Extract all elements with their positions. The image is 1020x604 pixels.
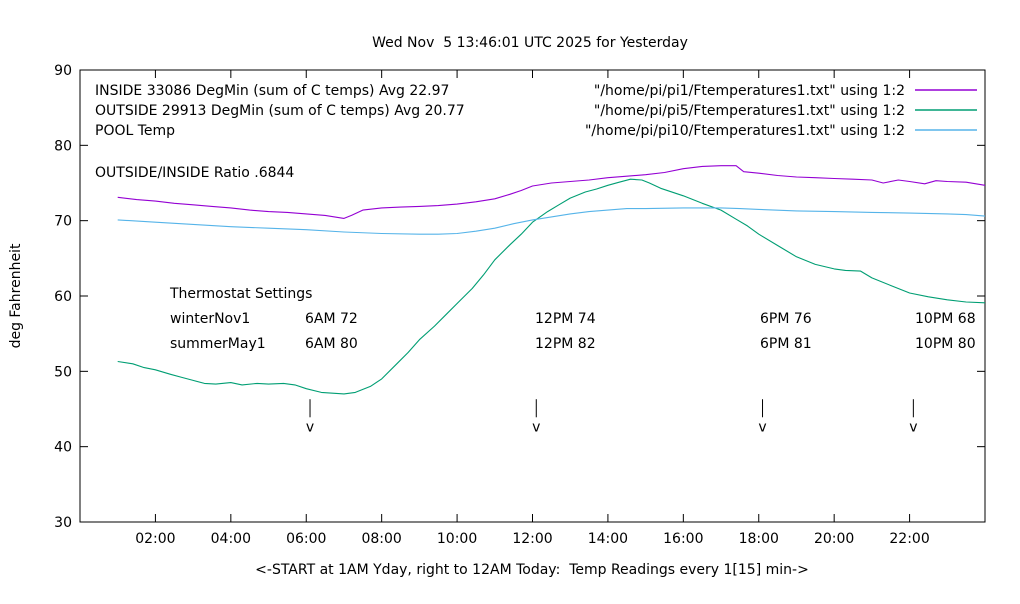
- thermostat-winter-name: winterNov1: [170, 311, 250, 327]
- data-series: [117, 165, 986, 395]
- arrow-head-glyph: v: [909, 420, 917, 436]
- thermostat-heading: Thermostat Settings: [169, 286, 312, 302]
- x-tick-label: 18:00: [739, 531, 779, 547]
- series-line-pool: [117, 207, 986, 235]
- series-line-inside: [117, 165, 986, 219]
- x-tick-label: 04:00: [211, 531, 251, 547]
- y-tick-label: 40: [54, 440, 72, 456]
- thermostat-winter-6pm: 6PM 76: [760, 311, 812, 327]
- thermostat-winter-6am: 6AM 72: [305, 311, 358, 327]
- series-line-outside: [117, 178, 986, 395]
- y-tick-label: 30: [54, 515, 72, 531]
- y-tick-label: 70: [54, 214, 72, 230]
- x-tick-label: 16:00: [663, 531, 703, 547]
- thermostat-summer-10pm: 10PM 80: [915, 336, 976, 352]
- legend: INSIDE 33086 DegMin (sum of C temps) Avg…: [95, 83, 977, 139]
- x-tick-label: 10:00: [437, 531, 477, 547]
- x-tick-label: 02:00: [135, 531, 175, 547]
- axis-ticks: 02:00 04:00 06:00 08:00 10:00 12:00 14:00 16:00…: [54, 63, 985, 547]
- legend-file-inside: "/home/pi/pi1/Ftemperatures1.txt" using …: [594, 83, 905, 99]
- x-tick-label: 20:00: [814, 531, 854, 547]
- legend-file-outside: "/home/pi/pi5/Ftemperatures1.txt" using …: [594, 103, 905, 119]
- y-tick-label: 80: [54, 138, 72, 154]
- thermostat-summer-6am: 6AM 80: [305, 336, 358, 352]
- y-tick-label: 90: [54, 63, 72, 79]
- arrow-head-glyph: v: [532, 420, 540, 436]
- thermostat-settings: Thermostat Settings winterNov1 6AM 72 12…: [169, 286, 976, 352]
- legend-label-inside: INSIDE 33086 DegMin (sum of C temps) Avg…: [95, 83, 449, 99]
- ratio-annotation: OUTSIDE/INSIDE Ratio .6844: [95, 165, 294, 181]
- thermostat-summer-12pm: 12PM 82: [535, 336, 596, 352]
- thermostat-winter-12pm: 12PM 74: [535, 311, 596, 327]
- y-tick-label: 50: [54, 364, 72, 380]
- x-tick-label: 12:00: [512, 531, 552, 547]
- x-axis-label: <-START at 1AM Yday, right to 12AM Today…: [255, 562, 809, 578]
- x-tick-label: 14:00: [588, 531, 628, 547]
- x-tick-label: 08:00: [361, 531, 401, 547]
- legend-label-pool: POOL Temp: [95, 123, 175, 139]
- arrow-head-glyph: v: [758, 420, 766, 436]
- thermostat-summer-name: summerMay1: [170, 336, 266, 352]
- chart-title: Wed Nov 5 13:46:01 UTC 2025 for Yesterda…: [372, 35, 688, 51]
- y-axis-label: deg Fahrenheit: [8, 243, 24, 348]
- thermostat-summer-6pm: 6PM 81: [760, 336, 812, 352]
- x-tick-label: 22:00: [889, 531, 929, 547]
- y-tick-label: 60: [54, 289, 72, 305]
- x-tick-label: 06:00: [286, 531, 326, 547]
- thermostat-winter-10pm: 10PM 68: [915, 311, 976, 327]
- legend-label-outside: OUTSIDE 29913 DegMin (sum of C temps) Av…: [95, 103, 465, 119]
- legend-file-pool: "/home/pi/pi10/Ftemperatures1.txt" using…: [585, 123, 905, 139]
- arrow-head-glyph: v: [306, 420, 314, 436]
